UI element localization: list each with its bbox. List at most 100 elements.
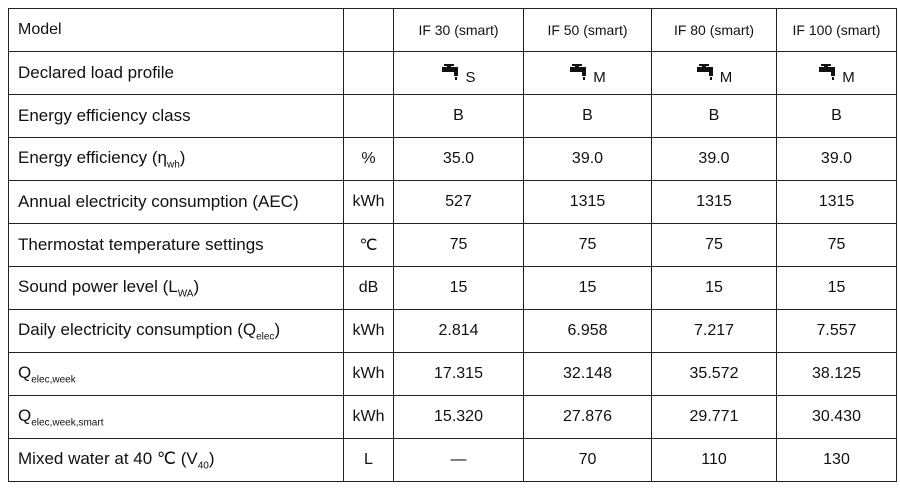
spec-table: Model IF 30 (smart) IF 50 (smart) IF 80 (sm… — [8, 8, 897, 482]
header-cell: IF 30 (smart) — [393, 8, 524, 52]
value-cell: 15 — [523, 266, 652, 310]
unit-cell: L — [343, 438, 394, 482]
value-cell: M — [523, 51, 652, 95]
value-cell: 15 — [651, 266, 777, 310]
label-cell: Mixed water at 40 ℃ (V40) — [8, 438, 344, 482]
value-cell: 15.320 — [393, 395, 524, 439]
unit-cell — [343, 51, 394, 95]
label-subscript: 40 — [197, 460, 209, 472]
value-cell: 39.0 — [776, 137, 897, 181]
label-text: Energy efficiency (η — [18, 147, 167, 167]
label-subscript: elec,week — [31, 374, 76, 386]
value-cell: M — [776, 51, 897, 95]
unit-cell: % — [343, 137, 394, 181]
value-cell: 17.315 — [393, 352, 524, 396]
label-subscript: elec — [256, 331, 275, 343]
value-cell: 7.217 — [651, 309, 777, 353]
label-text: ) — [179, 147, 186, 167]
label-text: Thermostat temperature settings — [18, 235, 264, 254]
table-row: Sound power level (LWA) dB 15 15 15 15 — [8, 266, 897, 310]
value-cell: 27.876 — [523, 395, 652, 439]
value-cell: 35.0 — [393, 137, 524, 181]
table-row: Annual electricity consumption (AEC) kWh 5… — [8, 180, 897, 224]
unit-cell: kWh — [343, 352, 394, 396]
label-cell: Annual electricity consumption (AEC) — [8, 180, 344, 224]
unit-cell: ℃ — [343, 223, 394, 267]
label-cell: Qelec,week,smart — [8, 395, 344, 439]
label-cell: Energy efficiency class — [8, 94, 344, 138]
label-text: Mixed water at 40 ℃ (V — [18, 448, 198, 468]
load-profile: S — [465, 68, 476, 86]
label-subscript: elec,week,smart — [31, 417, 104, 429]
value-cell: B — [651, 94, 777, 138]
value-cell: — — [393, 438, 524, 482]
value-cell: 130 — [776, 438, 897, 482]
load-profile: M — [842, 68, 855, 86]
value-cell: 75 — [523, 223, 652, 267]
header-cell: IF 50 (smart) — [523, 8, 652, 52]
value-cell: B — [393, 94, 524, 138]
value-cell: M — [651, 51, 777, 95]
unit-cell: dB — [343, 266, 394, 310]
value-cell: 39.0 — [523, 137, 652, 181]
value-cell: 32.148 — [523, 352, 652, 396]
header-cell: IF 100 (smart) — [776, 8, 897, 52]
load-profile: M — [719, 68, 733, 86]
value-cell: 75 — [651, 223, 777, 267]
value-cell: 70 — [523, 438, 652, 482]
header-cell: IF 80 (smart) — [651, 8, 777, 52]
label-text: Q — [18, 362, 32, 382]
label-text: Energy efficiency class — [18, 106, 191, 125]
tap-icon — [570, 63, 587, 80]
unit-cell — [343, 8, 394, 52]
value-cell: 39.0 — [651, 137, 777, 181]
table-row: Thermostat temperature settings ℃ 75 75 75 75 — [8, 223, 897, 267]
value-cell: 75 — [776, 223, 897, 267]
value-cell: 30.430 — [776, 395, 897, 439]
header-row: Model IF 30 (smart) IF 50 (smart) IF 80 (sm… — [8, 8, 897, 52]
value-cell: 38.125 — [776, 352, 897, 396]
label-text: Annual electricity consumption (AEC) — [18, 192, 299, 211]
header-cell: Model — [8, 8, 344, 52]
unit-cell: kWh — [343, 395, 394, 439]
label-text: Sound power level (L — [18, 276, 178, 296]
label-cell: Sound power level (LWA) — [8, 266, 344, 310]
value-cell: 1315 — [523, 180, 652, 224]
label-text: ) — [274, 319, 281, 339]
label-text: Declared load profile — [18, 63, 174, 82]
value-cell: 35.572 — [651, 352, 777, 396]
label-subscript: wh — [166, 159, 180, 171]
load-profile: M — [593, 68, 606, 86]
label-cell: Energy efficiency (ηwh) — [8, 137, 344, 181]
value-cell: 7.557 — [776, 309, 897, 353]
tap-icon — [442, 63, 459, 80]
label-cell: Qelec,week — [8, 352, 344, 396]
unit-cell: kWh — [343, 309, 394, 353]
value-cell: 527 — [393, 180, 524, 224]
unit-cell — [343, 94, 394, 138]
unit-cell: kWh — [343, 180, 394, 224]
table-row: Mixed water at 40 ℃ (V40) L —70 110 130 — [8, 438, 897, 482]
table-row: Energy efficiency (ηwh)% 35.0 39.0 39.0 39.0 — [8, 137, 897, 181]
table-row: Declared load profile S M M M — [8, 51, 897, 95]
label-text: Q — [18, 405, 32, 425]
value-cell: 15 — [393, 266, 524, 310]
value-cell: 6.958 — [523, 309, 652, 353]
value-cell: B — [523, 94, 652, 138]
value-cell: 75 — [393, 223, 524, 267]
label-cell: Declared load profile — [8, 51, 344, 95]
table-row: Energy efficiency class B B B B — [8, 94, 897, 138]
table-row: Qelec,week,smart kWh 15.320 27.876 29.771 30.… — [8, 395, 897, 439]
tap-icon — [819, 63, 836, 80]
value-cell: B — [776, 94, 897, 138]
value-cell: 29.771 — [651, 395, 777, 439]
table-row: Qelec,week kWh 17.315 32.148 35.572 38.125 — [8, 352, 897, 396]
table-row: Daily electricity consumption (Qelec) kWh… — [8, 309, 897, 353]
value-cell: 1315 — [776, 180, 897, 224]
table-body: Model IF 30 (smart) IF 50 (smart) IF 80 (sm… — [8, 8, 897, 482]
value-cell: 15 — [776, 266, 897, 310]
label-cell: Daily electricity consumption (Qelec) — [8, 309, 344, 353]
label-text: ) — [208, 448, 215, 468]
value-cell: 1315 — [651, 180, 777, 224]
